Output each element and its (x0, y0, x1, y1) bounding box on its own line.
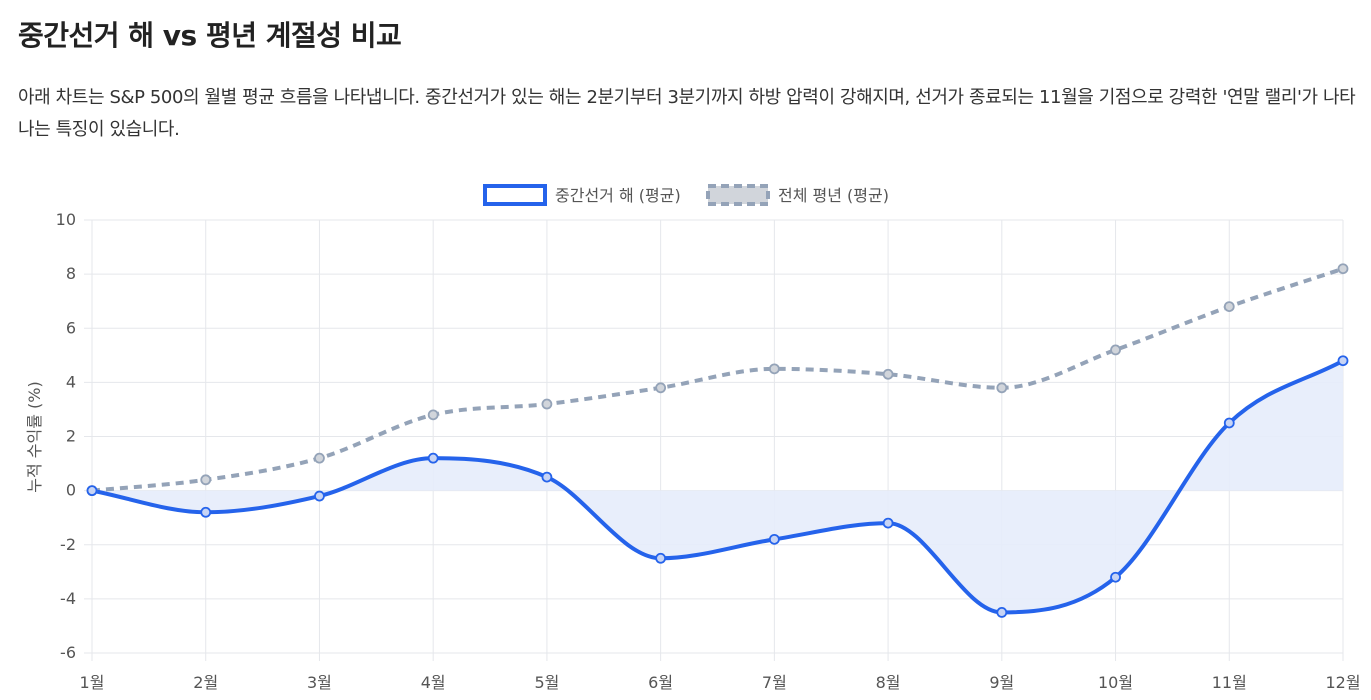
data-point-baseline[interactable] (1110, 344, 1121, 356)
data-point-midterm[interactable] (655, 552, 667, 564)
page-description: 아래 차트는 S&P 500의 월별 평균 흐름을 나타냅니다. 중간선거가 있… (18, 87, 1356, 140)
legend-swatch (483, 184, 547, 206)
data-point-midterm[interactable] (541, 471, 553, 483)
y-tick-label: 8 (66, 264, 76, 283)
x-tick-label: 3월 (307, 673, 332, 692)
y-tick-label: 2 (66, 427, 76, 446)
x-tick-label: 9월 (989, 673, 1014, 692)
x-tick-label: 2월 (193, 673, 218, 692)
y-tick-label: 10 (56, 210, 76, 229)
legend-swatch (706, 184, 770, 206)
x-tick-label: 10월 (1098, 673, 1133, 692)
legend-label: 전체 평년 (평균) (778, 186, 889, 205)
data-point-baseline[interactable] (768, 363, 780, 375)
chart-fills (92, 360, 1343, 613)
data-point-midterm[interactable] (996, 607, 1008, 618)
page-title: 중간선거 해 vs 평년 계절성 비교 (18, 19, 402, 52)
y-tick-label: -6 (60, 643, 76, 662)
x-tick-label: 5월 (534, 673, 559, 692)
data-point-baseline[interactable] (541, 398, 553, 410)
data-point-baseline[interactable] (314, 452, 325, 464)
x-tick-label: 12월 (1325, 673, 1360, 692)
data-point-midterm[interactable] (882, 517, 894, 529)
x-tick-label: 1월 (80, 673, 105, 692)
y-tick-label: 4 (66, 372, 76, 391)
chart-lines (90, 266, 1345, 615)
x-tick-label: 8월 (876, 673, 901, 692)
data-point-midterm[interactable] (200, 506, 212, 518)
data-point-midterm[interactable] (314, 490, 325, 502)
data-point-midterm[interactable] (427, 452, 439, 464)
x-tick-label: 7월 (762, 673, 787, 692)
x-tick-label: 4월 (421, 673, 446, 692)
chart-legend[interactable]: 중간선거 해 (평균) 전체 평년 (평균) (483, 184, 889, 206)
y-tick-label: 6 (66, 318, 76, 337)
series-line-baseline (91, 266, 1344, 493)
chart-grid (84, 219, 1344, 661)
legend-label: 중간선거 해 (평균) (555, 186, 681, 205)
legend-item[interactable]: 전체 평년 (평균) (706, 184, 889, 206)
series-area-midterm (92, 360, 1343, 613)
data-point-baseline[interactable] (200, 474, 212, 486)
y-axis-label: 누적 수익률 (%) (25, 381, 44, 492)
data-point-baseline[interactable] (882, 368, 894, 380)
data-point-midterm[interactable] (86, 485, 98, 497)
y-tick-label: -2 (60, 535, 76, 554)
series-line-midterm (90, 358, 1345, 615)
chart-ticks: -6 -4 -2 0 2 4 6 8 10 1월 2월 3월 4월 5월 6월 7월 8월 9월 10월 11월 12월 (56, 210, 1361, 692)
x-tick-label: 6월 (648, 673, 673, 692)
data-point-baseline[interactable] (1223, 301, 1235, 313)
data-point-baseline[interactable] (655, 382, 667, 394)
x-tick-label: 11월 (1212, 673, 1247, 692)
legend-item[interactable]: 중간선거 해 (평균) (483, 184, 681, 206)
y-tick-label: 0 (66, 481, 76, 500)
data-point-midterm[interactable] (1223, 417, 1235, 429)
data-point-midterm[interactable] (768, 533, 780, 545)
y-tick-label: -4 (60, 589, 76, 608)
chart-points[interactable] (86, 263, 1349, 618)
data-point-baseline[interactable] (996, 382, 1008, 394)
data-point-midterm[interactable] (1337, 355, 1349, 367)
data-point-midterm[interactable] (1110, 571, 1121, 583)
data-point-baseline[interactable] (1337, 263, 1349, 275)
data-point-baseline[interactable] (427, 409, 439, 421)
